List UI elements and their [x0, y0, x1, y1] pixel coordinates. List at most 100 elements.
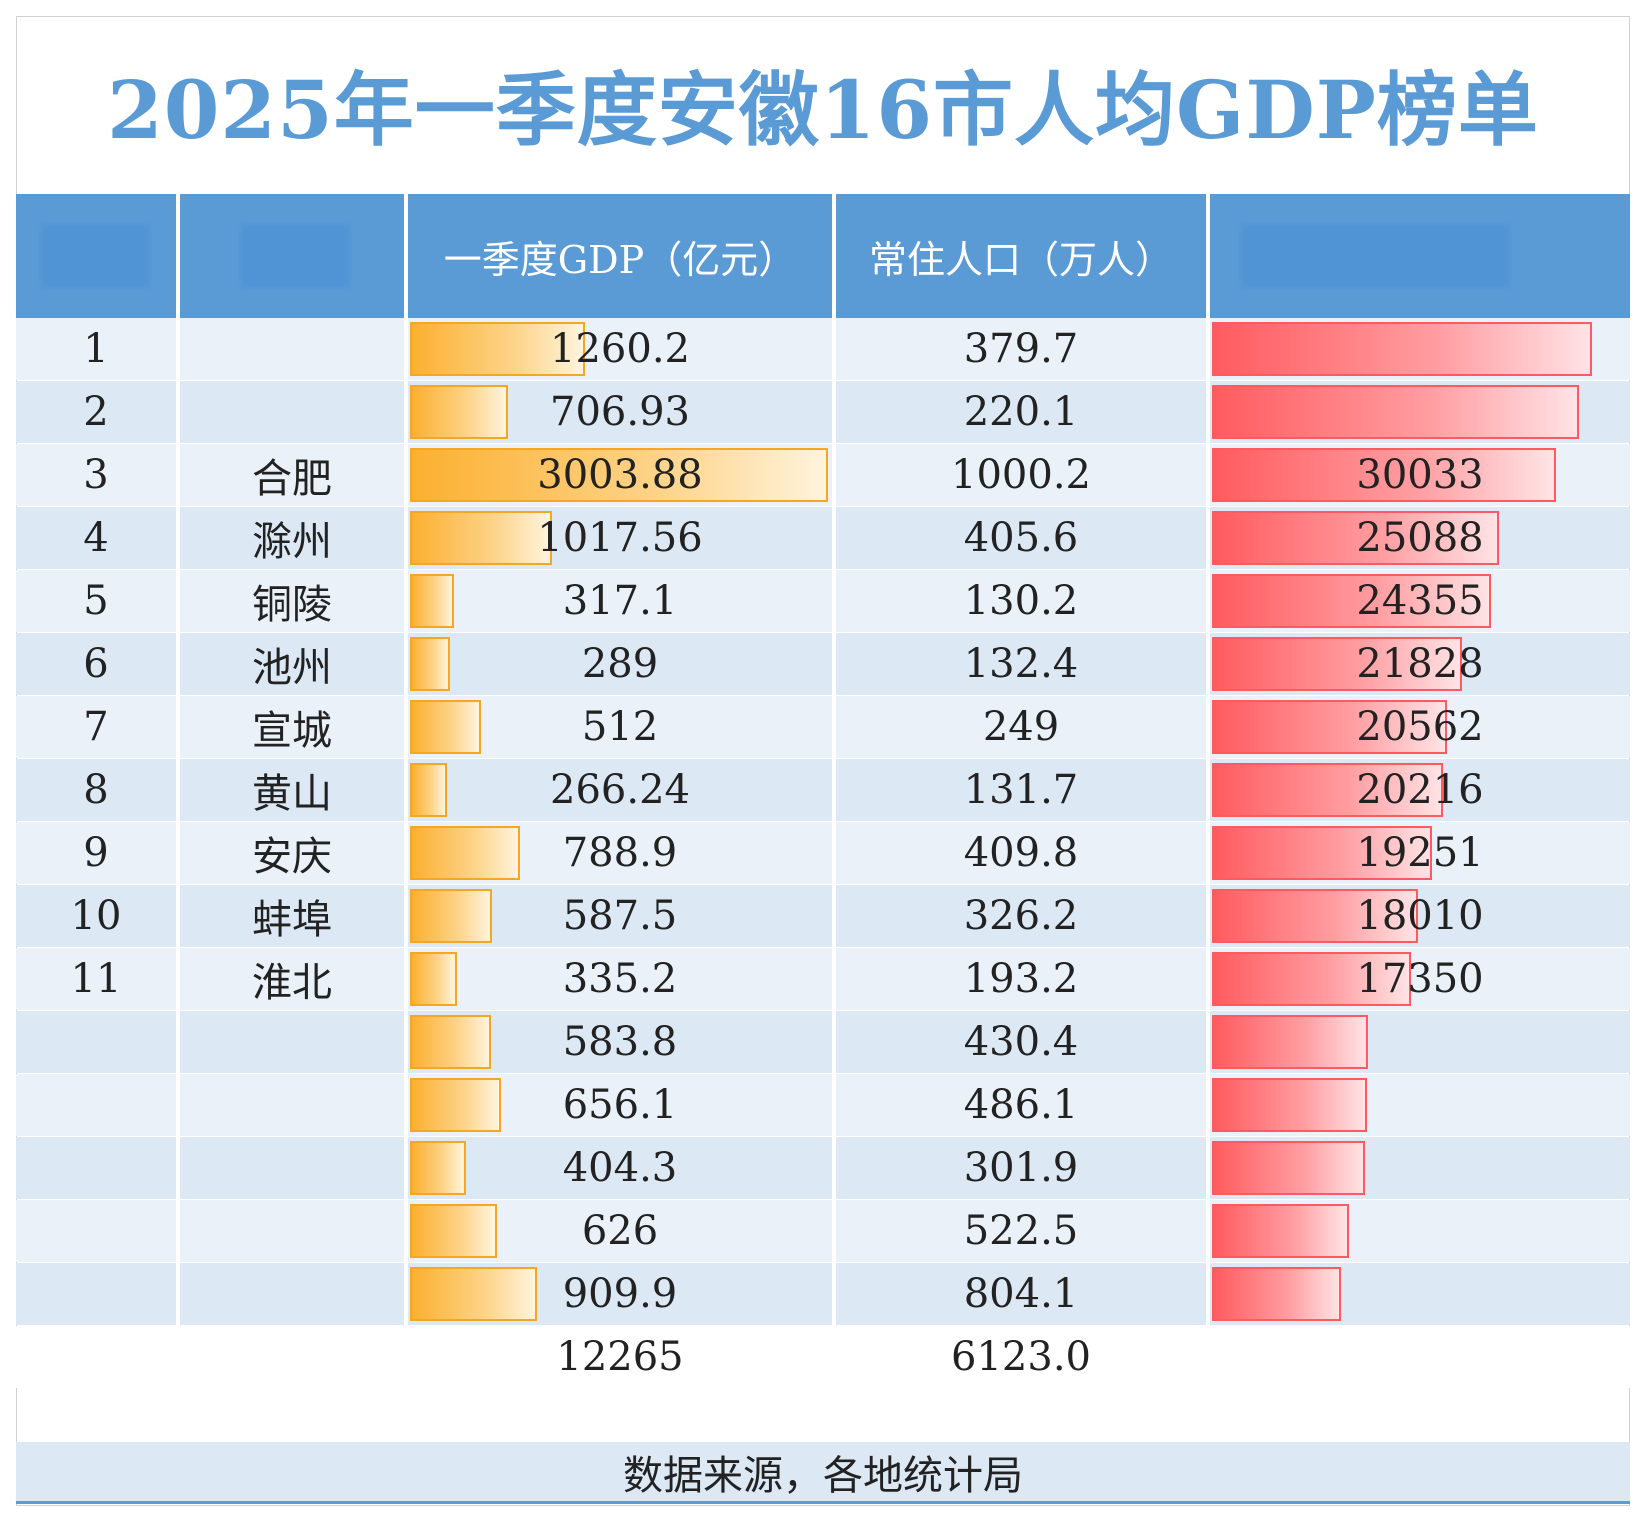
- per-capita-bar: [1212, 322, 1592, 376]
- rank-cell: 4: [83, 515, 109, 561]
- header-rank-blurred: [40, 224, 150, 288]
- column-divider: [176, 1326, 180, 1388]
- per-capita-cell: 20562: [1356, 704, 1484, 750]
- gdp-bar: [410, 826, 520, 880]
- per-capita-cell: [1210, 1011, 1630, 1073]
- gdp-cell: 289: [581, 641, 659, 687]
- column-divider: [1206, 1011, 1210, 1073]
- per-capita-cell: [1210, 1137, 1630, 1199]
- city-cell: [180, 1011, 404, 1073]
- column-divider: [404, 696, 408, 758]
- page-title: 2025年一季度安徽16市人均GDP榜单: [107, 63, 1539, 157]
- column-divider: [832, 1326, 836, 1388]
- column-divider: [176, 507, 180, 569]
- per-capita-cell: 25088: [1356, 515, 1484, 561]
- column-divider: [832, 1200, 836, 1262]
- column-divider: [404, 1137, 408, 1199]
- column-divider: [404, 1263, 408, 1325]
- table-row: 8 黄山 266.24 131.7 20216: [16, 759, 1630, 821]
- column-divider: [1206, 1074, 1210, 1136]
- column-divider: [832, 822, 836, 884]
- per-capita-bar: [1212, 637, 1462, 691]
- gdp-bar: [410, 1267, 537, 1321]
- per-capita-bar: [1212, 574, 1491, 628]
- population-cell: 193.2: [963, 956, 1079, 1002]
- city-cell: [180, 1263, 404, 1325]
- gdp-cell: 317.1: [562, 578, 678, 624]
- column-divider: [404, 318, 408, 380]
- rank-cell: 11: [70, 956, 122, 1002]
- header-city-blurred: [240, 224, 350, 288]
- column-divider: [176, 696, 180, 758]
- per-capita-bar: [1212, 1204, 1349, 1258]
- per-capita-cell: [1210, 381, 1630, 443]
- column-divider: [832, 318, 836, 380]
- per-capita-bar: [1212, 1078, 1367, 1132]
- table-row: 1 1260.2 379.7: [16, 318, 1630, 380]
- rank-cell: [16, 1011, 176, 1073]
- population-cell: 326.2: [963, 893, 1079, 939]
- column-divider: [832, 444, 836, 506]
- population-cell: 220.1: [963, 389, 1079, 435]
- column-divider: [832, 381, 836, 443]
- column-divider: [1206, 822, 1210, 884]
- gdp-bar: [410, 1204, 497, 1258]
- header-per-capita: [1210, 194, 1630, 318]
- column-divider: [176, 885, 180, 947]
- population-cell: 405.6: [963, 515, 1079, 561]
- gdp-bar: [410, 574, 454, 628]
- rank-cell: 3: [83, 452, 109, 498]
- rank-cell: 8: [83, 767, 109, 813]
- column-divider: [404, 1200, 408, 1262]
- column-divider: [404, 570, 408, 632]
- rank-cell: 10: [70, 893, 122, 939]
- gdp-cell: 626: [581, 1208, 659, 1254]
- column-divider: [176, 318, 180, 380]
- per-capita-cell: 24355: [1356, 578, 1484, 624]
- header-per-capita-blurred: [1240, 224, 1510, 288]
- gdp-cell: 706.93: [550, 389, 690, 435]
- population-cell: 132.4: [963, 641, 1079, 687]
- column-divider: [1206, 444, 1210, 506]
- total-row: 12265 6123.0: [16, 1326, 1630, 1388]
- gdp-cell: 1260.2: [550, 326, 690, 372]
- column-divider: [1206, 1326, 1210, 1388]
- population-cell: 486.1: [963, 1082, 1079, 1128]
- column-divider: [404, 822, 408, 884]
- table-row: 909.9 804.1: [16, 1263, 1630, 1325]
- gdp-cell: 512: [581, 704, 659, 750]
- table-row: 404.3 301.9: [16, 1137, 1630, 1199]
- gdp-bar: [410, 385, 508, 439]
- column-divider: [832, 1074, 836, 1136]
- column-divider: [832, 507, 836, 569]
- per-capita-cell: 30033: [1356, 452, 1484, 498]
- gdp-cell: 788.9: [562, 830, 678, 876]
- rank-cell: 7: [83, 704, 109, 750]
- column-divider: [404, 507, 408, 569]
- gdp-cell: 1017.56: [537, 515, 703, 561]
- per-capita-cell: 19251: [1356, 830, 1484, 876]
- city-cell: [180, 381, 404, 443]
- per-capita-bar: [1212, 826, 1432, 880]
- table-row: 3 合肥 3003.88 1000.2 30033: [16, 444, 1630, 506]
- city-cell: 铜陵: [252, 582, 332, 628]
- city-cell: 合肥: [252, 456, 332, 502]
- column-divider: [176, 759, 180, 821]
- per-capita-bar: [1212, 889, 1418, 943]
- table-row: 2 706.93 220.1: [16, 381, 1630, 443]
- column-divider: [404, 759, 408, 821]
- table-row: 6 池州 289 132.4 21828: [16, 633, 1630, 695]
- table-row: 11 淮北 335.2 193.2 17350: [16, 948, 1630, 1010]
- column-divider: [176, 1011, 180, 1073]
- gdp-bar: [410, 889, 492, 943]
- rank-cell: 9: [83, 830, 109, 876]
- column-divider: [1206, 885, 1210, 947]
- column-divider: [404, 885, 408, 947]
- city-cell: [180, 1137, 404, 1199]
- table-row: 7 宣城 512 249 20562: [16, 696, 1630, 758]
- table-row: 9 安庆 788.9 409.8 19251: [16, 822, 1630, 884]
- column-divider: [404, 633, 408, 695]
- column-divider: [1206, 570, 1210, 632]
- column-divider: [1206, 948, 1210, 1010]
- city-cell: [180, 1074, 404, 1136]
